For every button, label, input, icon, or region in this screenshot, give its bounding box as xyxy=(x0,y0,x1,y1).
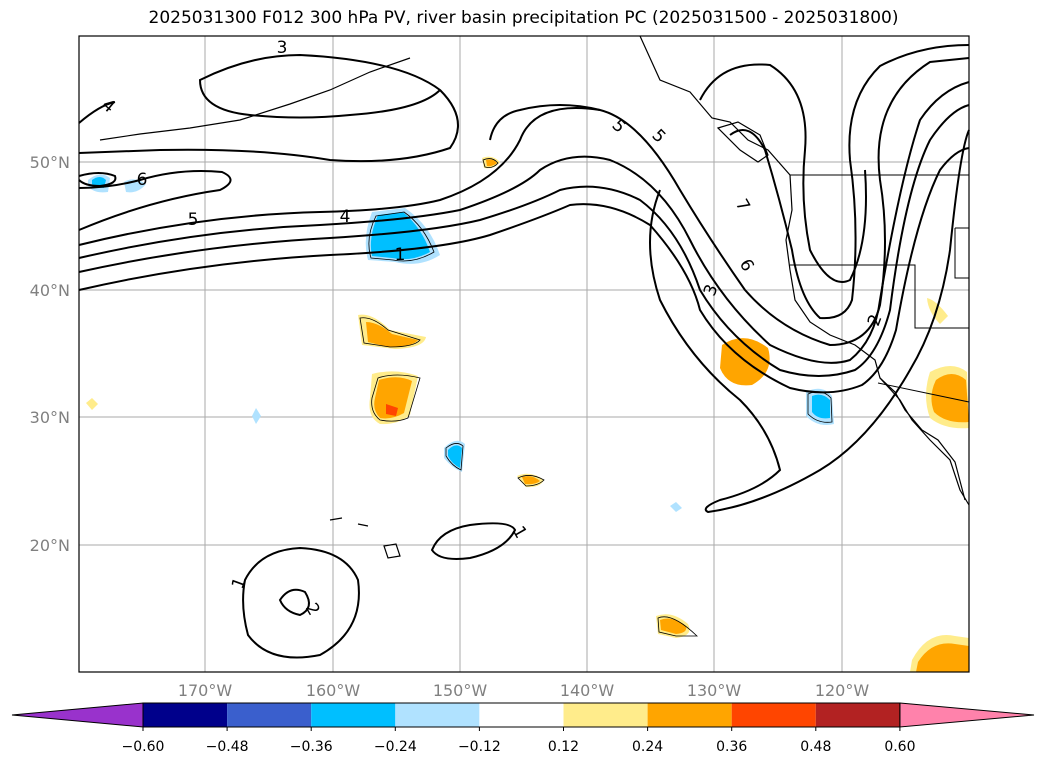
contour-label: 1 xyxy=(395,245,406,265)
lon-label: 140°W xyxy=(560,681,615,700)
contour-label: 7 xyxy=(731,196,754,215)
precip-blob-pos xyxy=(927,298,948,324)
lon-label: 170°W xyxy=(178,681,233,700)
precip-blob-neg xyxy=(670,502,682,512)
lon-label: 150°W xyxy=(433,681,488,700)
hawaii-islands xyxy=(329,517,401,559)
contour-labels: 3 4 5 4 6 4 5 1 7 6 3 2 1 1 2 5 xyxy=(98,38,887,619)
precip-blob-pos xyxy=(522,476,540,485)
colorbar-segment xyxy=(395,703,480,727)
colorbar-segment xyxy=(479,703,564,727)
precip-blob-neg xyxy=(370,212,430,260)
north-america-coast xyxy=(639,35,966,501)
pv-contour xyxy=(278,588,310,617)
colorbar-tick-label: 0.36 xyxy=(716,739,747,755)
baja-peninsula xyxy=(879,377,970,506)
lon-label: 160°W xyxy=(306,681,361,700)
map-frame xyxy=(78,35,970,673)
pv-contour xyxy=(430,522,517,560)
pv-contour xyxy=(699,63,867,283)
contour-label: 2 xyxy=(301,600,324,619)
colorbar-segment xyxy=(647,703,732,727)
colorbar-tick-label: −0.12 xyxy=(458,739,501,755)
contour-label: 6 xyxy=(137,170,148,190)
lat-label: 40°N xyxy=(30,281,70,300)
pv-contour xyxy=(649,129,970,514)
contour-label: 4 xyxy=(98,95,119,117)
precip-blob-pos xyxy=(486,159,497,167)
colorbar-segment xyxy=(227,703,312,727)
lat-label: 30°N xyxy=(30,408,70,427)
pv-contour xyxy=(78,104,970,377)
pv-contours xyxy=(78,44,970,659)
coastlines xyxy=(99,35,970,559)
contour-label: 2 xyxy=(864,312,886,329)
precip-blob-pos xyxy=(916,643,969,672)
contour-label: 4 xyxy=(340,207,351,227)
colorbar: −0.60 −0.48 −0.36 −0.24 −0.12 0.12 0.24 0.36 0.4… xyxy=(11,702,1035,755)
colorbar-tick-label: −0.60 xyxy=(122,739,165,755)
contour-label: 5 xyxy=(608,116,630,138)
colorbar-tick-label: −0.24 xyxy=(374,739,417,755)
pv-contour xyxy=(78,101,116,124)
lat-label: 20°N xyxy=(30,536,70,555)
vancouver-island xyxy=(716,121,769,163)
pv-contour xyxy=(78,170,232,231)
pv-contour xyxy=(78,172,117,188)
precip-blob-pos xyxy=(386,404,398,416)
colorbar-segment xyxy=(731,703,816,727)
latitude-labels: 50°N 40°N 30°N 20°N xyxy=(30,153,70,555)
aleutian-chain xyxy=(99,57,411,141)
pv-contour xyxy=(489,104,601,141)
colorbar-tick-label: −0.36 xyxy=(290,739,333,755)
colorbar-extend-low xyxy=(11,702,144,728)
colorbar-tick-label: 0.12 xyxy=(548,739,579,755)
lat-label: 50°N xyxy=(30,153,70,172)
contour-label: 6 xyxy=(735,256,758,275)
colorbar-segment xyxy=(311,703,396,727)
pv-contour xyxy=(729,44,970,320)
contour-label: 5 xyxy=(188,210,199,230)
pv-contour xyxy=(78,53,459,163)
colorbar-tick-label: 0.24 xyxy=(632,739,663,755)
precip-blob-neg xyxy=(812,394,830,419)
colorbar-frame xyxy=(142,702,901,728)
pv-contour xyxy=(242,546,360,659)
lon-label: 120°W xyxy=(815,681,870,700)
pv-contour xyxy=(78,57,970,347)
contour-label: 3 xyxy=(277,38,288,58)
precip-blob-pos xyxy=(366,322,418,347)
pv-contour xyxy=(78,147,970,394)
colorbar-segment xyxy=(563,703,648,727)
map-title: 2025031300 F012 300 hPa PV, river basin … xyxy=(148,8,899,28)
colorbar-segment xyxy=(143,703,228,727)
colorbar-extend-high xyxy=(899,702,1035,728)
colorbar-tick-label: 0.48 xyxy=(800,739,831,755)
colorbar-tick-label: 0.60 xyxy=(884,739,915,755)
lon-label: 130°W xyxy=(687,681,742,700)
pv-contour xyxy=(78,81,970,364)
colorbar-segment xyxy=(815,703,900,727)
precip-outlines xyxy=(359,158,833,637)
precip-blob-neg xyxy=(252,408,261,424)
contour-label: 5 xyxy=(648,126,670,148)
longitude-labels: 170°W 160°W 150°W 140°W 130°W 120°W xyxy=(178,681,870,700)
precip-blob-pos xyxy=(374,377,412,419)
precip-blob-neg xyxy=(448,445,462,468)
colorbar-tick-label: −0.48 xyxy=(206,739,249,755)
precip-blob-pos xyxy=(86,398,98,410)
